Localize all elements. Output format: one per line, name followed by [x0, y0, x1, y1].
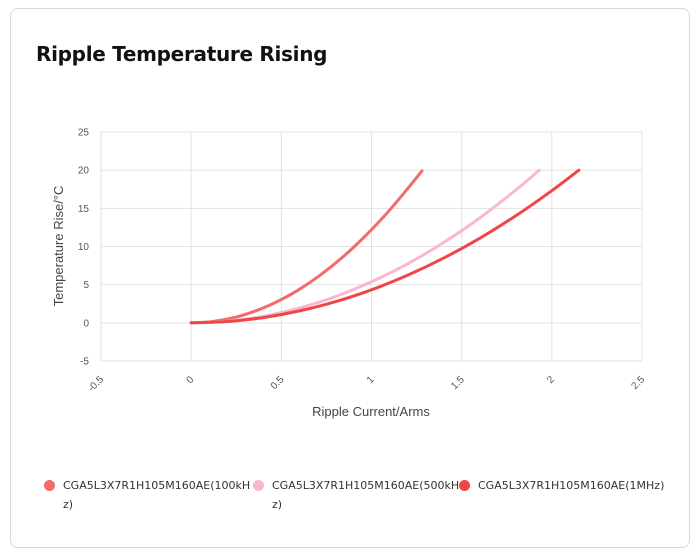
x-axis-title: Ripple Current/Arms — [312, 404, 430, 419]
x-tick-label: 0.5 — [269, 374, 287, 392]
legend-marker — [44, 480, 55, 491]
y-tick-label: 0 — [83, 318, 89, 329]
y-tick-label: 15 — [78, 204, 90, 215]
y-tick-label: 10 — [78, 242, 90, 253]
legend-marker — [459, 480, 470, 491]
x-tick-label: 1.5 — [449, 374, 467, 392]
y-tick-label: 25 — [78, 128, 90, 139]
legend-label: CGA5L3X7R1H105M160AE(500kHz) — [272, 479, 460, 511]
legend: CGA5L3X7R1H105M160AE(100kHz) CGA5L3X7R1H1… — [44, 476, 684, 520]
x-tick-label: 0 — [185, 374, 197, 386]
y-tick-labels: -5 0 5 10 15 20 25 — [78, 128, 90, 368]
x-tick-label: 2.5 — [630, 374, 648, 392]
y-tick-label: -5 — [80, 357, 89, 368]
legend-label: CGA5L3X7R1H105M160AE(1MHz) — [478, 479, 665, 492]
legend-marker — [253, 480, 264, 491]
x-tick-label: 1 — [365, 374, 377, 386]
chart-card — [10, 8, 690, 548]
y-tick-label: 20 — [78, 166, 90, 177]
y-tick-label: 5 — [83, 280, 89, 291]
line-chart: -5 0 5 10 15 20 25 -0.5 0 0.5 1 1.5 2 2.5 Temperatur… — [51, 128, 647, 420]
legend-label: CGA5L3X7R1H105M160AE(100kHz) — [63, 479, 251, 511]
chart-title: Ripple Temperature Rising — [36, 42, 328, 66]
x-tick-labels: -0.5 0 0.5 1 1.5 2 2.5 — [86, 374, 647, 394]
y-axis-title: Temperature Rise/°C — [51, 186, 66, 307]
x-tick-label: 2 — [545, 374, 557, 386]
series-lines — [189, 168, 581, 325]
series-line — [189, 169, 424, 325]
series-line — [189, 168, 581, 325]
grid-lines — [100, 131, 643, 362]
x-tick-label: -0.5 — [86, 374, 106, 394]
